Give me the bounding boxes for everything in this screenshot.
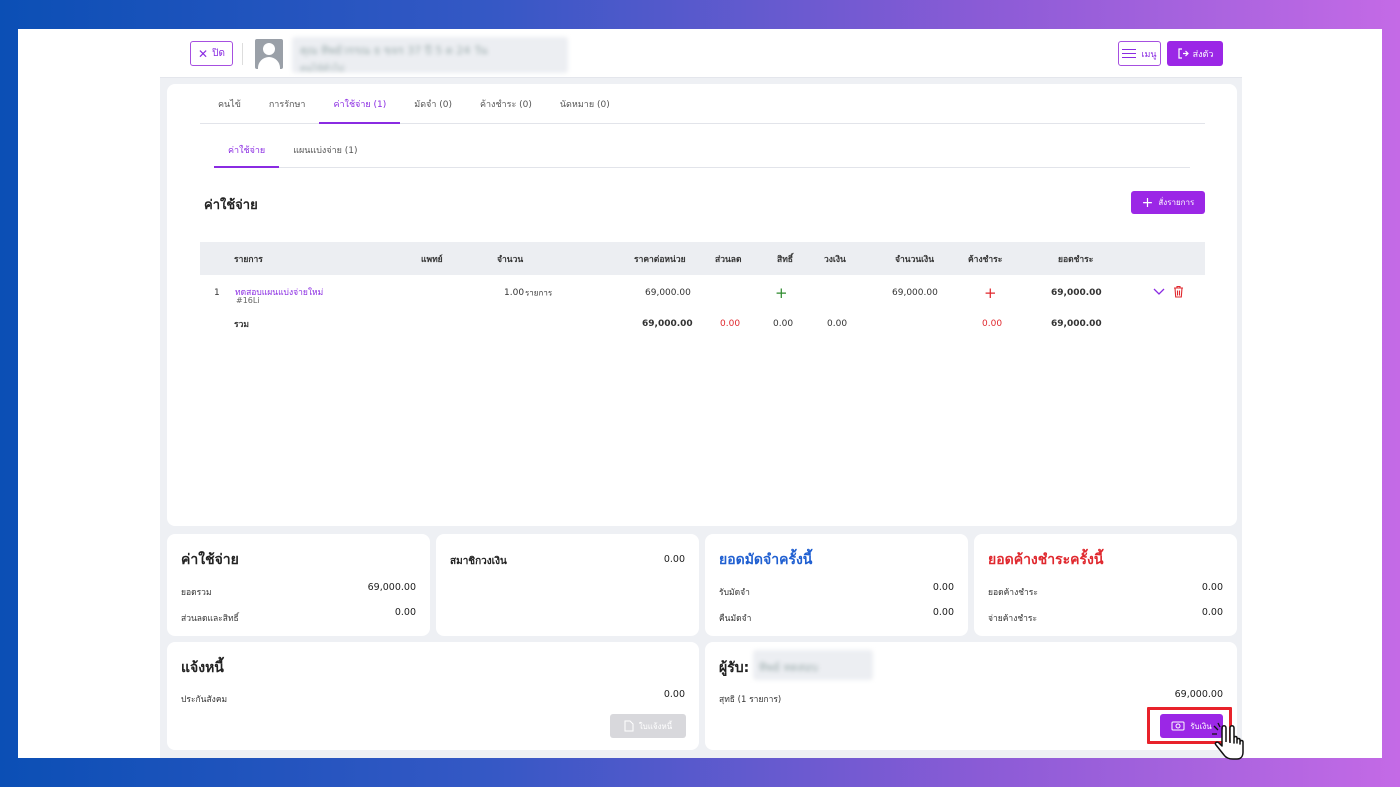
row-total-due: 69,000.00: [1051, 288, 1102, 298]
close-button[interactable]: ✕ ปิด: [190, 41, 233, 66]
deposit-card-title: ยอดมัดจำครั้งนี้: [719, 552, 813, 568]
member-card-title: สมาชิกวงเงิน: [450, 556, 507, 567]
payer-card-title: ผู้รับ:: [719, 660, 750, 676]
app-window: ✕ ปิด คุณ ทิพย์วรรณ ธ ขจร 37 ปี 5 ด 24 ว…: [160, 29, 1242, 758]
deposit-receive-label: รับมัดจำ: [719, 588, 750, 598]
row-amount: 69,000.00: [892, 288, 938, 298]
outstanding-total-label: ยอดค้างชำระ: [988, 588, 1038, 598]
outstanding-card-title: ยอดค้างชำระครั้งนี้: [988, 552, 1104, 568]
exit-icon: [1177, 48, 1189, 59]
summary-total-due: 69,000.00: [1051, 319, 1102, 329]
col-amount: จำนวนเงิน: [895, 254, 935, 265]
expense-discount-label: ส่วนลดและสิทธิ์: [181, 614, 239, 624]
receiver-name-blurred: ทิพย์ ทดสอบ: [753, 650, 873, 680]
invoice-item-label: ประกันสังคม: [181, 695, 228, 705]
col-discount: ส่วนลด: [715, 254, 742, 265]
summary-discount: 0.00: [720, 319, 741, 329]
summary-limit: 0.00: [827, 319, 848, 329]
table-header: รายการ แพทย์ จำนวน ราคาต่อหน่วย ส่วนลด ส…: [200, 242, 1205, 275]
main-tabs: คนไข้ การรักษา ค่าใช้จ่าย (1) มัดจำ (0) …: [200, 94, 1205, 124]
expense-discount-value: 0.00: [394, 607, 416, 618]
table-summary-row: รวม 69,000.00 0.00 0.00 0.00 0.00 69,000…: [200, 312, 1205, 336]
summary-label: รวม: [234, 320, 249, 330]
close-icon: ✕: [198, 46, 209, 61]
avatar: [255, 39, 283, 69]
tab-patient[interactable]: คนไข้: [218, 100, 241, 110]
item-name-link[interactable]: ทดสอบแผนแบ่งจ่ายใหม่: [235, 288, 324, 298]
send-button-label: ส่งตัว: [1192, 49, 1214, 60]
item-code: #16Li: [236, 296, 260, 305]
top-bar: ✕ ปิด คุณ ทิพย์วรรณ ธ ขจร 37 ปี 5 ด 24 ว…: [160, 29, 1242, 78]
sub-tabs: ค่าใช้จ่าย แผนแบ่งจ่าย (1): [214, 142, 1190, 168]
tab-treatment[interactable]: การรักษา: [268, 100, 306, 110]
net-value: 69,000.00: [1174, 689, 1223, 700]
plus-icon: +: [1141, 194, 1154, 211]
outstanding-pay-label: จ่ายค้างชำระ: [988, 614, 1038, 624]
add-outstanding-icon[interactable]: +: [984, 284, 997, 302]
invoice-button-label: ใบแจ้งหนี้: [638, 721, 673, 731]
summary-outstanding: 0.00: [982, 319, 1003, 329]
menu-button-label: เมนู: [1141, 49, 1157, 60]
cash-icon: [1171, 721, 1185, 731]
add-right-icon[interactable]: +: [775, 284, 788, 302]
col-item: รายการ: [234, 254, 263, 265]
invoice-button[interactable]: ใบแจ้งหนี้: [610, 714, 686, 738]
expense-summary-card: ค่าใช้จ่าย ยอดรวม 69,000.00 ส่วนลดและสิท…: [167, 534, 430, 636]
subtab-installment-plan[interactable]: แผนแบ่งจ่าย (1): [293, 146, 358, 156]
invoice-card-title: แจ้งหนี้: [181, 660, 224, 676]
subtab-expenses[interactable]: ค่าใช้จ่าย: [214, 142, 280, 168]
member-card-value: 0.00: [663, 554, 685, 565]
divider: [242, 43, 243, 65]
patient-type: คนไข้ทั่วไป: [300, 64, 345, 74]
expense-card-title: ค่าใช้จ่าย: [181, 552, 239, 568]
close-button-label: ปิด: [212, 48, 225, 59]
expense-total-label: ยอดรวม: [181, 588, 212, 598]
section-title: ค่าใช้จ่าย: [204, 198, 258, 213]
order-button-label: สั่งรายการ: [1158, 198, 1195, 207]
col-unit-price: ราคาต่อหน่วย: [634, 254, 686, 265]
summary-unit-price: 69,000.00: [642, 319, 693, 329]
row-qty: 1.00: [504, 288, 525, 298]
patient-name: คุณ ทิพย์วรรณ ธ ขจร 37 ปี 5 ด 24 วัน: [300, 44, 488, 57]
table-row: 1 ทดสอบแผนแบ่งจ่ายใหม่ #16Li 1.00 รายการ…: [200, 276, 1205, 310]
outstanding-card: ยอดค้างชำระครั้งนี้ ยอดค้างชำระ 0.00 จ่า…: [974, 534, 1237, 636]
deposit-card: ยอดมัดจำครั้งนี้ รับมัดจำ 0.00 คืนมัดจำ …: [705, 534, 968, 636]
tab-expenses[interactable]: ค่าใช้จ่าย (1): [319, 94, 401, 124]
patient-info-blurred: คุณ ทิพย์วรรณ ธ ขจร 37 ปี 5 ด 24 วัน คนไ…: [292, 37, 568, 74]
invoice-card: แจ้งหนี้ ประกันสังคม 0.00 ใบแจ้งหนี้: [167, 642, 699, 750]
tab-appointments[interactable]: นัดหมาย (0): [559, 100, 610, 110]
expense-panel: คนไข้ การรักษา ค่าใช้จ่าย (1) มัดจำ (0) …: [167, 84, 1237, 526]
col-doctor: แพทย์: [421, 254, 443, 265]
row-unit: รายการ: [525, 288, 553, 298]
col-qty: จำนวน: [497, 254, 524, 265]
trash-icon[interactable]: [1173, 285, 1184, 301]
row-index: 1: [214, 288, 220, 298]
row-unit-price: 69,000.00: [645, 288, 691, 298]
hand-cursor-icon: [1212, 722, 1244, 760]
chevron-down-icon[interactable]: [1153, 288, 1165, 299]
order-item-button[interactable]: + สั่งรายการ: [1131, 191, 1205, 214]
hamburger-icon: [1122, 48, 1137, 59]
menu-button[interactable]: เมนู: [1118, 41, 1161, 66]
tab-deposit[interactable]: มัดจำ (0): [414, 100, 452, 110]
net-label: สุทธิ (1 รายการ): [719, 695, 782, 705]
outstanding-total-value: 0.00: [1201, 582, 1223, 593]
document-icon: [624, 720, 634, 732]
col-limit: วงเงิน: [824, 254, 846, 265]
tab-outstanding[interactable]: ค้างชำระ (0): [479, 100, 532, 110]
receiver-name: ทิพย์ ทดสอบ: [759, 661, 819, 674]
invoice-item-value: 0.00: [663, 689, 685, 700]
summary-right: 0.00: [773, 319, 794, 329]
deposit-return-label: คืนมัดจำ: [719, 614, 752, 624]
member-credit-card: สมาชิกวงเงิน 0.00: [436, 534, 699, 636]
expense-total-value: 69,000.00: [367, 582, 416, 593]
deposit-receive-value: 0.00: [932, 582, 954, 593]
send-button[interactable]: ส่งตัว: [1167, 41, 1223, 66]
deposit-return-value: 0.00: [932, 607, 954, 618]
receive-button-label: รับเงิน: [1190, 721, 1212, 731]
col-total-due: ยอดชำระ: [1058, 254, 1094, 265]
outstanding-pay-value: 0.00: [1201, 607, 1223, 618]
col-right: สิทธิ์: [777, 254, 793, 265]
col-outstanding: ค้างชำระ: [968, 254, 1003, 265]
